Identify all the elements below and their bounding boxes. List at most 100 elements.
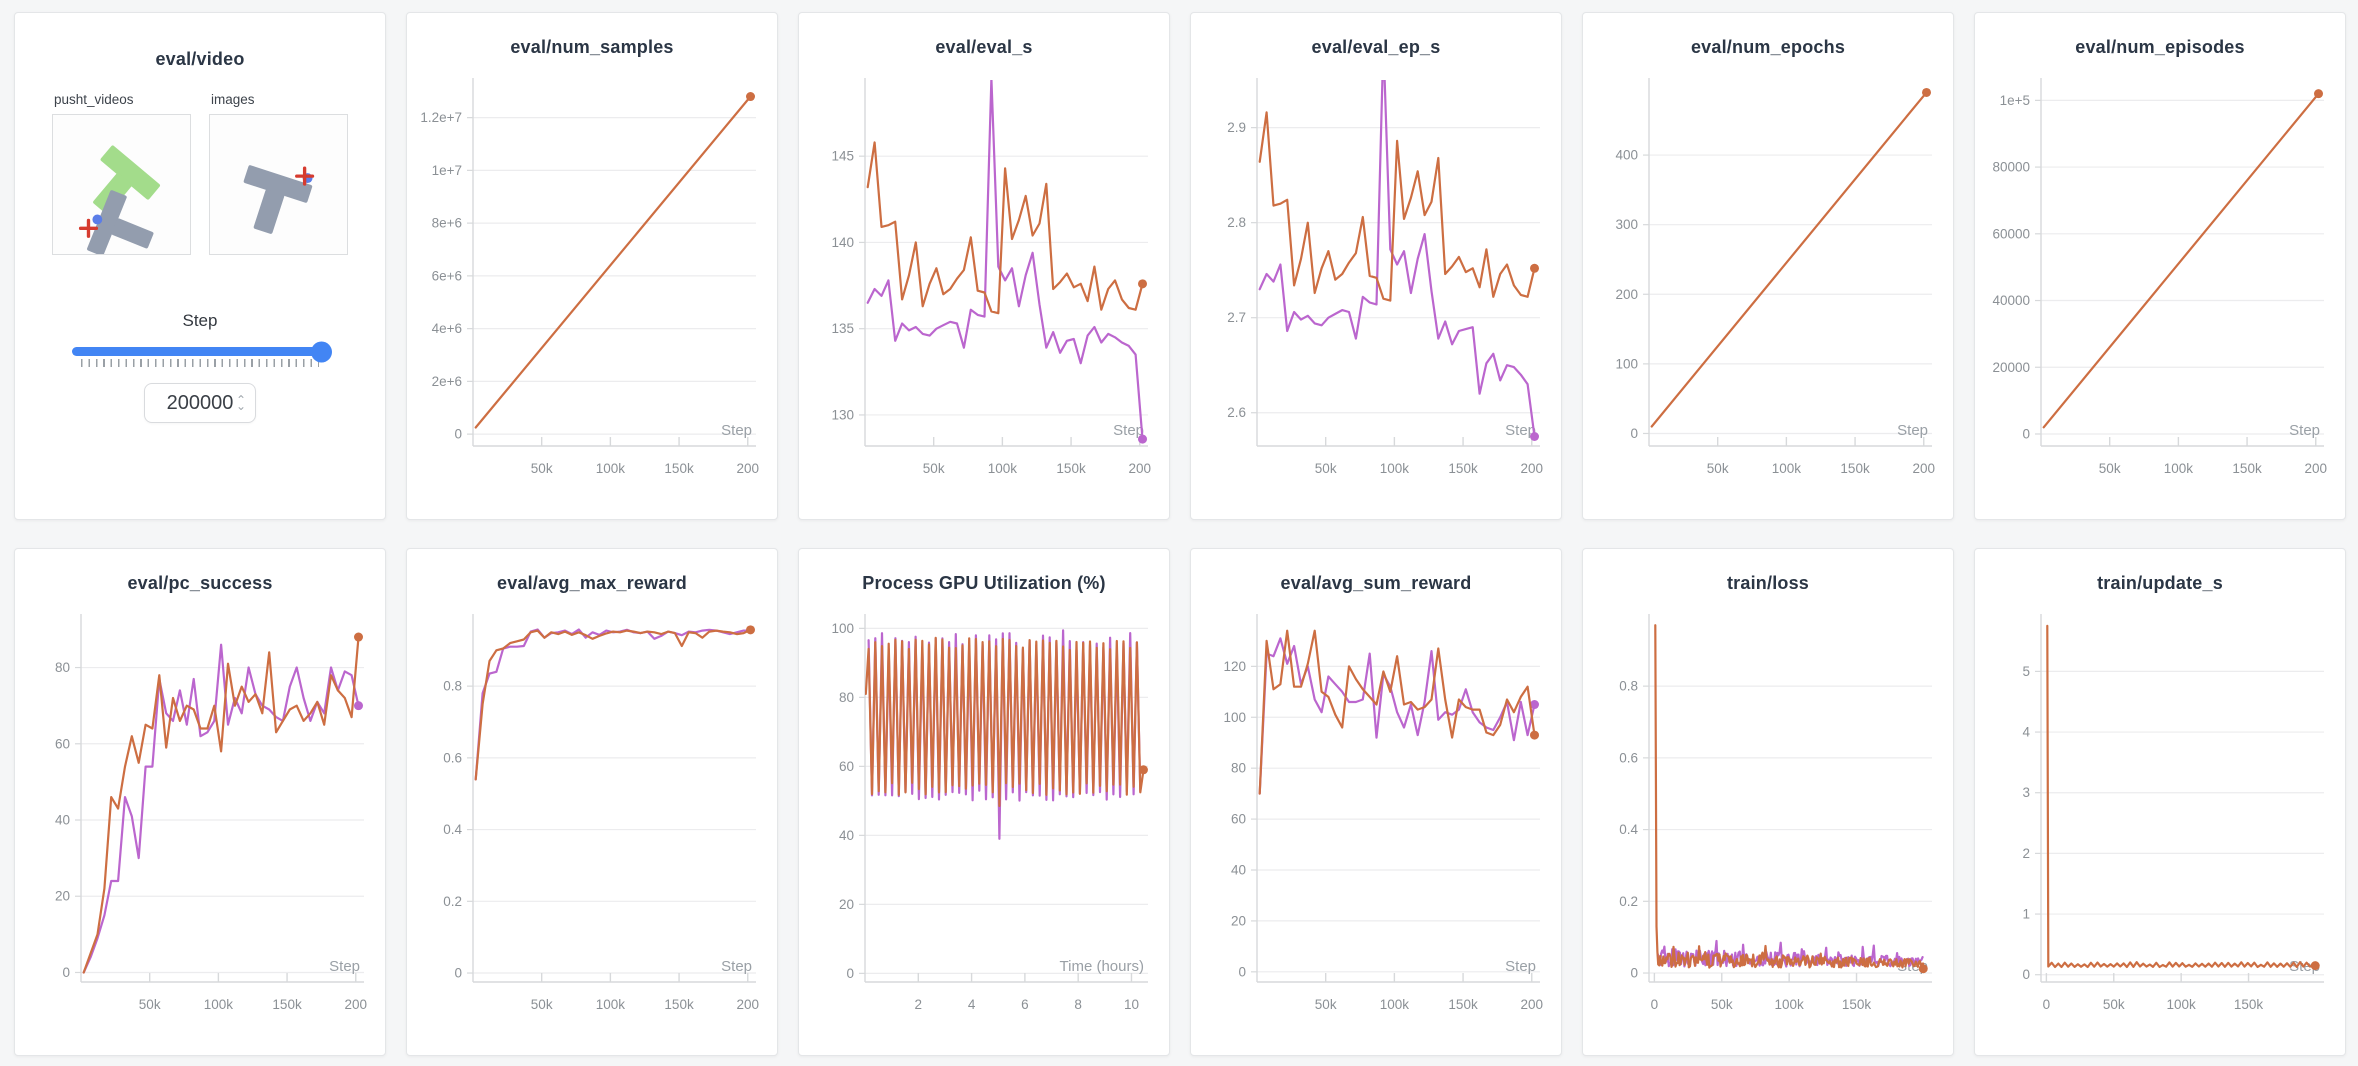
slider-handle[interactable] bbox=[311, 341, 332, 362]
series-line-run-purple[interactable] bbox=[82, 643, 360, 974]
svg-text:135: 135 bbox=[831, 321, 854, 336]
series-line-run-orange[interactable] bbox=[2046, 624, 2317, 969]
svg-text:40000: 40000 bbox=[1992, 293, 2030, 308]
chart-panel-process-gpu-utilization[interactable]: Process GPU Utilization (%) 0 20 40 60 80 100… bbox=[798, 548, 1170, 1056]
series-line-run-orange[interactable] bbox=[866, 141, 1144, 315]
svg-text:100k: 100k bbox=[1775, 997, 1805, 1012]
step-slider-label: Step bbox=[182, 311, 218, 330]
axes bbox=[472, 78, 756, 447]
svg-text:3: 3 bbox=[2022, 785, 2030, 800]
series-end-dot-run-orange bbox=[1530, 730, 1540, 740]
svg-text:10: 10 bbox=[1124, 997, 1139, 1012]
series-end-dot-run-orange bbox=[746, 92, 756, 102]
chart-panel-eval-eval-ep-s[interactable]: eval/eval_ep_s 2.6 2.7 2.8 2.9 50k 100k 150k 20… bbox=[1190, 12, 1562, 520]
series-line-run-purple[interactable] bbox=[866, 79, 1144, 441]
svg-text:150k: 150k bbox=[2234, 997, 2264, 1012]
series-line-run-orange[interactable] bbox=[1258, 111, 1536, 302]
grid-lines bbox=[1251, 665, 1540, 973]
series-layer bbox=[866, 79, 1148, 444]
series-line-run-orange[interactable] bbox=[1654, 624, 1925, 970]
svg-text:6e+6: 6e+6 bbox=[432, 268, 462, 283]
x-axis-label: Step bbox=[721, 422, 752, 439]
series-line-run-orange[interactable] bbox=[865, 636, 1145, 808]
series-layer bbox=[1258, 68, 1540, 441]
series-line-run-orange[interactable] bbox=[82, 635, 360, 974]
svg-text:8e+6: 8e+6 bbox=[432, 216, 462, 231]
svg-text:0.6: 0.6 bbox=[443, 750, 462, 765]
svg-text:40: 40 bbox=[55, 813, 70, 828]
chart-panel-eval-eval-s[interactable]: eval/eval_s 130 135 140 145 50k 100k 150k 200 St… bbox=[798, 12, 1170, 520]
series-line-run-orange[interactable] bbox=[1258, 629, 1536, 795]
svg-text:2.9: 2.9 bbox=[1227, 120, 1246, 135]
svg-text:0: 0 bbox=[2022, 426, 2030, 441]
svg-text:8: 8 bbox=[1074, 997, 1082, 1012]
svg-text:0: 0 bbox=[454, 966, 462, 981]
image-thumbnail[interactable] bbox=[209, 114, 348, 255]
step-value-input[interactable]: 200000 ⌃ ⌄ bbox=[144, 383, 256, 423]
y-axis-tick-labels: 0 0.2 0.4 0.6 0.8 bbox=[443, 679, 462, 981]
target-cross-icon bbox=[295, 166, 315, 186]
series-line-run-purple[interactable] bbox=[474, 628, 752, 781]
svg-text:0.8: 0.8 bbox=[1619, 679, 1638, 694]
x-axis-label: Step bbox=[2289, 422, 2320, 439]
series-line-run-purple[interactable] bbox=[1258, 68, 1536, 438]
svg-text:2: 2 bbox=[2022, 846, 2030, 861]
x-axis-label: Step bbox=[1505, 958, 1536, 975]
chart-panel-eval-pc-success[interactable]: eval/pc_success 0 20 40 60 80 50k 100k 150k 200 S… bbox=[14, 548, 386, 1056]
chevron-up-icon[interactable]: ⌃ bbox=[235, 393, 246, 407]
grid-lines bbox=[1643, 154, 1932, 435]
pusht-scene-image bbox=[78, 145, 160, 254]
svg-text:50k: 50k bbox=[923, 461, 945, 476]
target-cross-icon bbox=[78, 218, 99, 238]
panel-title: train/loss bbox=[1726, 573, 1810, 593]
chart-panel-eval-num-epochs[interactable]: eval/num_epochs 0 100 200 300 400 50k 100k 150k… bbox=[1582, 12, 1954, 520]
grid-lines bbox=[859, 627, 1148, 974]
gray-t-shape bbox=[243, 165, 313, 234]
series-layer bbox=[1258, 629, 1540, 795]
svg-text:2.7: 2.7 bbox=[1227, 310, 1246, 325]
x-axis-tick-labels: 50k 100k 150k 200 bbox=[1315, 973, 1543, 1012]
series-line-run-orange[interactable] bbox=[474, 628, 752, 781]
x-axis-tick-labels: 50k 100k 150k 200 bbox=[139, 973, 367, 1012]
y-axis-tick-labels: 0 20 40 60 80 100 bbox=[831, 621, 854, 981]
svg-text:2: 2 bbox=[915, 997, 923, 1012]
svg-text:100k: 100k bbox=[988, 461, 1018, 476]
panel-title: eval/avg_sum_reward bbox=[1280, 573, 1472, 593]
svg-text:60000: 60000 bbox=[1992, 226, 2030, 241]
chart-panel-train-update-s[interactable]: train/update_s 0 1 2 3 4 5 0 50k 100k 150k Step bbox=[1974, 548, 2346, 1056]
line-chart: 130 135 140 145 50k 100k 150k 200 Step bbox=[831, 78, 1151, 476]
svg-text:80: 80 bbox=[55, 660, 70, 675]
series-end-dot-run-orange bbox=[1138, 765, 1148, 775]
svg-text:20: 20 bbox=[1231, 913, 1246, 928]
series-end-dot-run-orange bbox=[2314, 89, 2324, 99]
step-slider[interactable] bbox=[72, 341, 332, 362]
series-line-run-orange[interactable] bbox=[474, 95, 752, 429]
series-line-run-orange[interactable] bbox=[2042, 92, 2320, 429]
media-caption: images bbox=[211, 92, 255, 107]
series-line-run-orange[interactable] bbox=[1650, 91, 1928, 428]
stepper-chevrons[interactable]: ⌃ ⌄ bbox=[235, 393, 246, 413]
panel-title: eval/eval_ep_s bbox=[1311, 37, 1441, 57]
svg-text:40: 40 bbox=[1231, 863, 1246, 878]
y-axis-tick-labels: 0 100 200 300 400 bbox=[1615, 148, 1638, 441]
chevron-down-icon[interactable]: ⌄ bbox=[235, 399, 246, 413]
media-panel-eval-video[interactable]: eval/video pusht_videos bbox=[14, 12, 386, 520]
line-chart: 2.6 2.7 2.8 2.9 50k 100k 150k 200 Step bbox=[1227, 68, 1543, 476]
gray-t-shape bbox=[87, 190, 154, 254]
chart-panel-eval-avg-max-reward[interactable]: eval/avg_max_reward 0 0.2 0.4 0.6 0.8 50k 100k… bbox=[406, 548, 778, 1056]
chart-panel-train-loss[interactable]: train/loss 0 0.2 0.4 0.6 0.8 0 50k 100k 150k Step bbox=[1582, 548, 1954, 1056]
chart-panel-eval-avg-sum-reward[interactable]: eval/avg_sum_reward 0 20 40 60 80 100 120 50k 10… bbox=[1190, 548, 1562, 1056]
svg-text:0: 0 bbox=[1651, 997, 1659, 1012]
y-axis-tick-labels: 0 20 40 60 80 100 120 bbox=[1223, 659, 1246, 979]
grid-lines bbox=[1251, 127, 1540, 414]
svg-text:50k: 50k bbox=[531, 997, 553, 1012]
chart-panel-eval-num-episodes[interactable]: eval/num_episodes 0 20000 40000 60000 80000 1… bbox=[1974, 12, 2346, 520]
video-thumbnail-pusht[interactable] bbox=[52, 114, 191, 255]
chart-panel-eval-num-samples[interactable]: eval/num_samples 0 2e+6 4e+6 6e+6 8e+6 1e+7 1.… bbox=[406, 12, 778, 520]
svg-text:2e+6: 2e+6 bbox=[432, 374, 462, 389]
svg-text:100k: 100k bbox=[2164, 461, 2194, 476]
svg-text:5: 5 bbox=[2022, 664, 2030, 679]
y-axis-tick-labels: 0 20000 40000 60000 80000 1e+5 bbox=[1992, 93, 2030, 442]
svg-text:0: 0 bbox=[62, 965, 70, 980]
